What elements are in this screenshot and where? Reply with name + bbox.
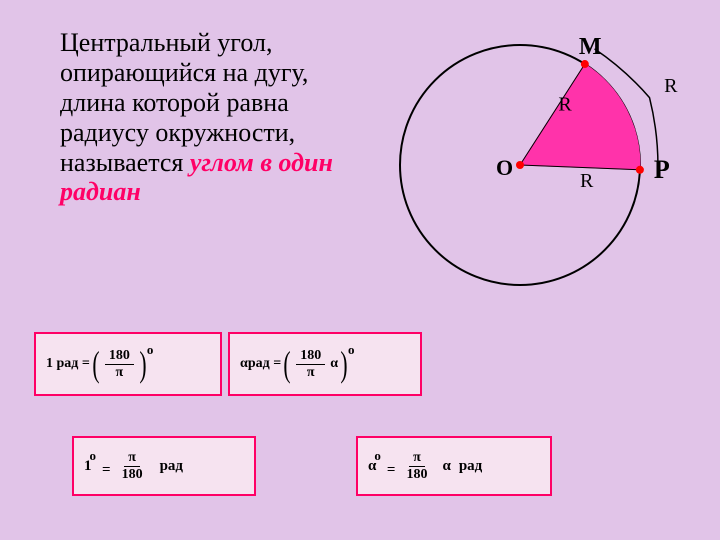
f1-degree: o bbox=[147, 342, 154, 358]
svg-text:P: P bbox=[654, 155, 670, 184]
f2-degree: o bbox=[348, 342, 355, 358]
right-paren-icon: ) bbox=[340, 350, 347, 379]
f1-fraction: 180 π bbox=[105, 348, 134, 380]
definition-text: Центральный угол, опирающийся на дугу, д… bbox=[60, 28, 360, 207]
f3-unit: рад bbox=[160, 458, 183, 475]
svg-text:O: O bbox=[496, 155, 513, 180]
f3-degree: o bbox=[90, 448, 97, 464]
svg-text:R: R bbox=[558, 94, 572, 116]
f2-after: α bbox=[330, 356, 338, 372]
left-paren-icon: ( bbox=[284, 350, 291, 379]
svg-text:R: R bbox=[580, 170, 594, 192]
f4-degree: o bbox=[374, 448, 381, 464]
f2-fraction: 180 π bbox=[296, 348, 325, 380]
radian-diagram: M P O R R R bbox=[370, 5, 710, 305]
svg-text:M: M bbox=[579, 34, 602, 60]
right-paren-icon: ) bbox=[139, 350, 146, 379]
formula-alpha-deg: α o = π 180 α рад bbox=[356, 436, 552, 496]
f3-eq: = bbox=[102, 462, 111, 479]
f1-lhs: 1 рад = bbox=[46, 356, 90, 372]
formula-1-deg: 1 o = π 180 рад bbox=[72, 436, 256, 496]
f4-eq: = bbox=[387, 462, 396, 479]
formula-1-rad: 1 рад = ( 180 π ) o bbox=[34, 332, 222, 396]
svg-text:R: R bbox=[664, 75, 678, 97]
left-paren-icon: ( bbox=[92, 350, 99, 379]
formula-alpha-rad: α рад = ( 180 π α ) o bbox=[228, 332, 422, 396]
radian-svg: M P O R R R bbox=[370, 5, 710, 305]
f3-fraction: π 180 bbox=[118, 450, 147, 482]
f2-alpha: α bbox=[240, 356, 248, 372]
f4-after: α bbox=[442, 458, 450, 475]
f4-unit: рад bbox=[459, 458, 482, 475]
f2-lhs: рад = bbox=[248, 356, 281, 372]
f4-fraction: π 180 bbox=[402, 450, 431, 482]
